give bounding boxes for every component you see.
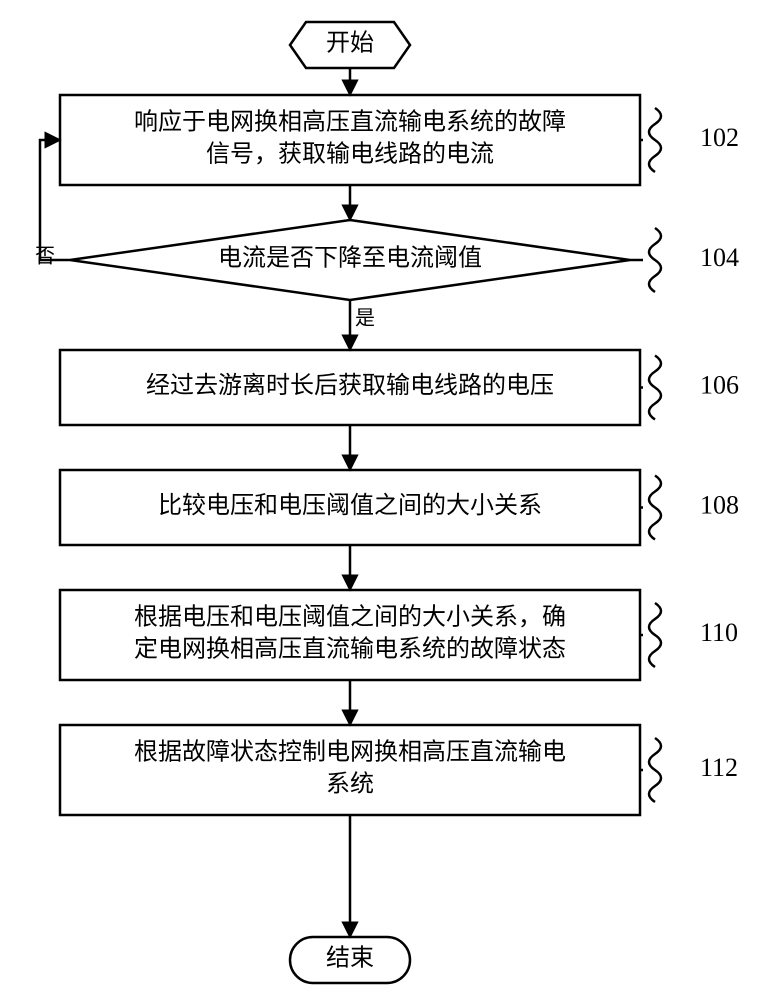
step-number-108: 108 <box>700 490 739 519</box>
svg-text:开始: 开始 <box>326 30 374 57</box>
squiggle-104 <box>649 228 661 292</box>
svg-text:信号，获取输电线路的电流: 信号，获取输电线路的电流 <box>206 141 494 168</box>
squiggle-108 <box>649 476 661 540</box>
svg-text:经过去游离时长后获取输电线路的电压: 经过去游离时长后获取输电线路的电压 <box>146 372 554 399</box>
step-number-102: 102 <box>700 123 739 152</box>
svg-text:系统: 系统 <box>326 771 374 798</box>
loop-no <box>40 140 70 260</box>
svg-text:比较电压和电压阈值之间的大小关系: 比较电压和电压阈值之间的大小关系 <box>158 492 542 519</box>
svg-text:根据故障状态控制电网换相高压直流输电: 根据故障状态控制电网换相高压直流输电 <box>134 738 566 765</box>
step-number-104: 104 <box>700 243 739 272</box>
svg-text:响应于电网换相高压直流输电系统的故障: 响应于电网换相高压直流输电系统的故障 <box>134 108 566 135</box>
squiggle-112 <box>649 738 661 802</box>
svg-text:定电网换相高压直流输电系统的故障状态: 定电网换相高压直流输电系统的故障状态 <box>134 636 566 663</box>
svg-text:结束: 结束 <box>326 945 374 972</box>
svg-text:电流是否下降至电流阈值: 电流是否下降至电流阈值 <box>218 245 482 272</box>
step-number-106: 106 <box>700 370 739 399</box>
squiggle-110 <box>649 603 661 667</box>
svg-text:根据电压和电压阈值之间的大小关系，确: 根据电压和电压阈值之间的大小关系，确 <box>134 603 566 630</box>
step-number-112: 112 <box>700 753 738 782</box>
label-no: 否 <box>35 246 55 268</box>
squiggle-102 <box>649 108 661 172</box>
squiggle-106 <box>649 356 661 420</box>
step-number-110: 110 <box>700 618 738 647</box>
label-yes: 是 <box>355 308 375 330</box>
